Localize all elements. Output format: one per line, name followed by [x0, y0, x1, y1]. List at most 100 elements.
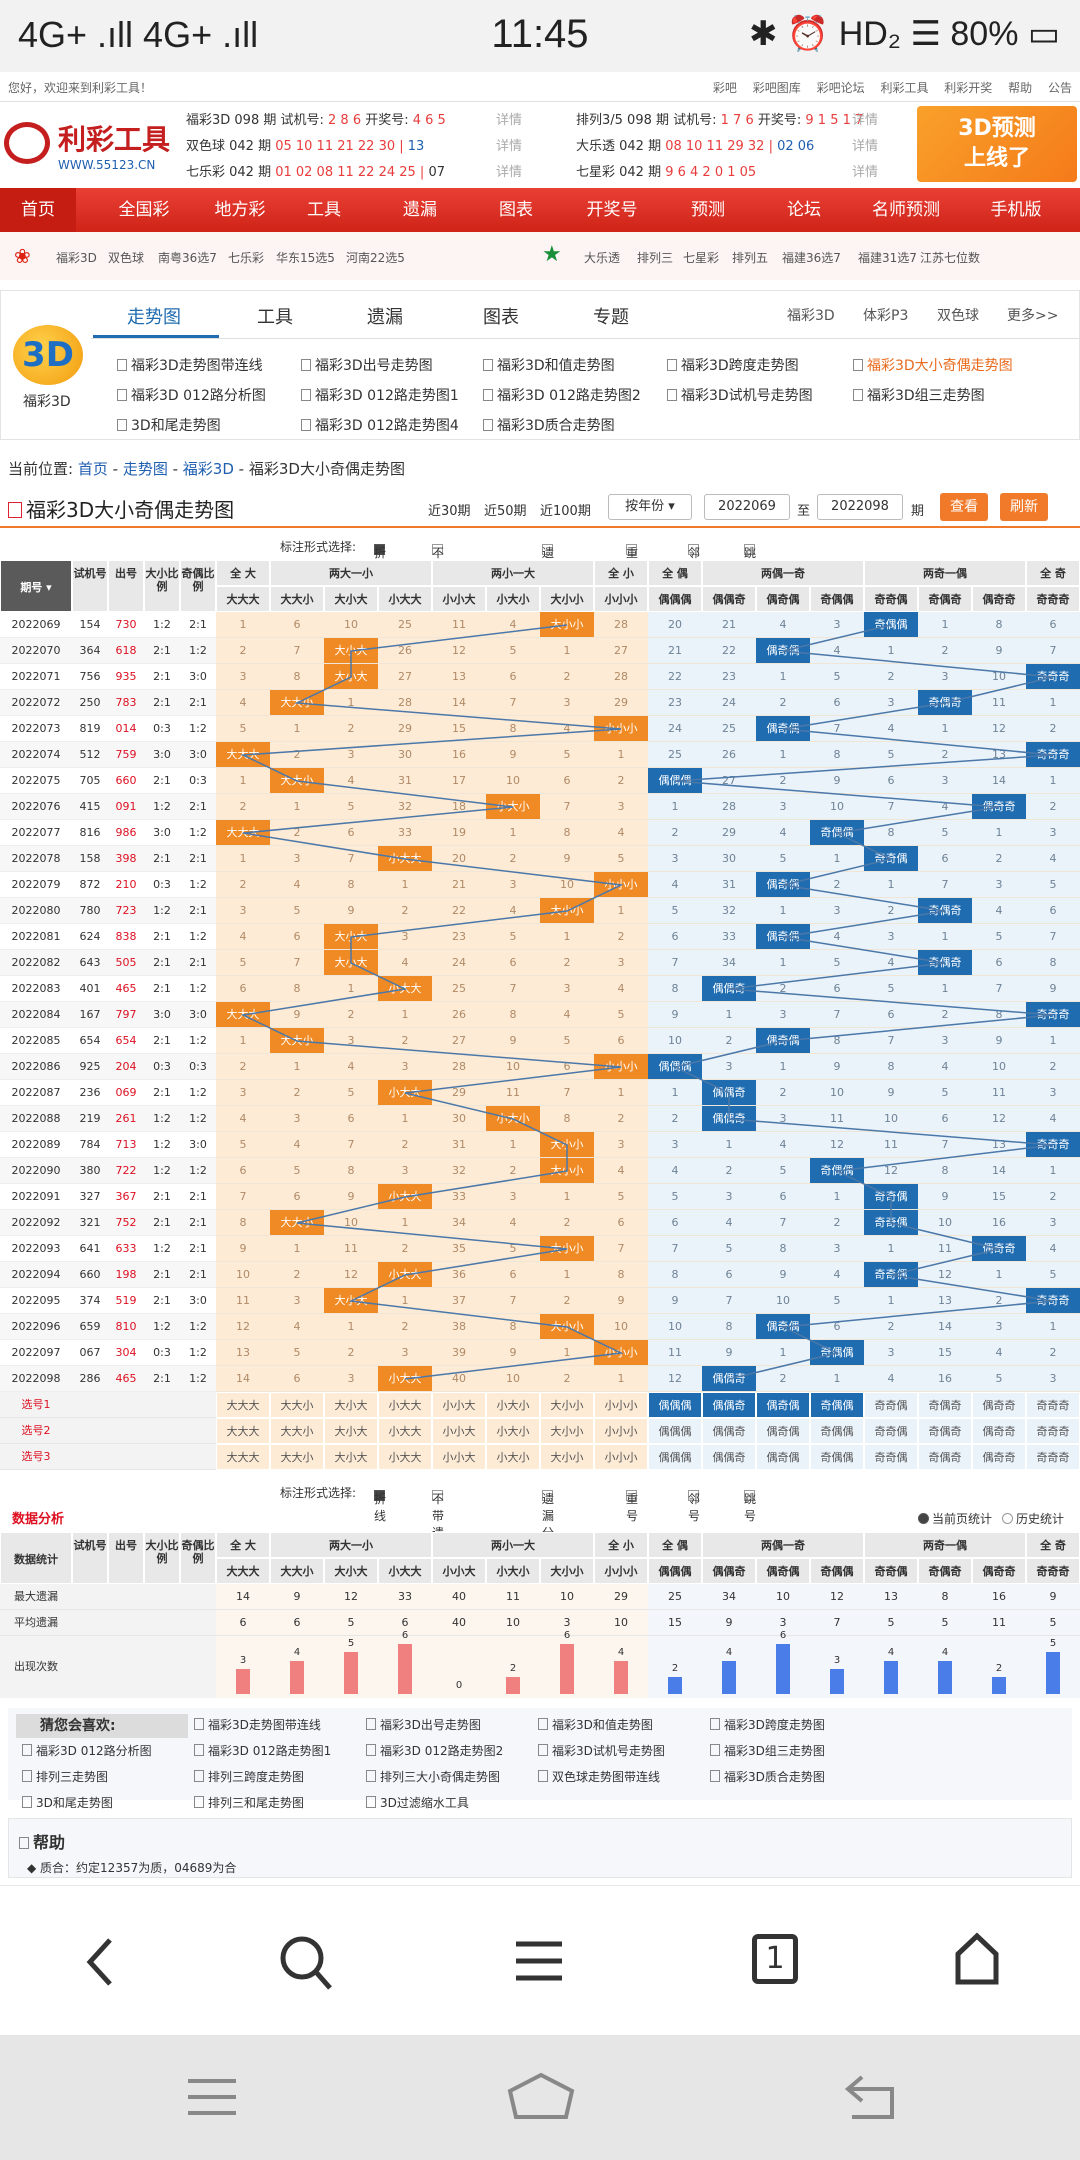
select-cell[interactable]: 偶奇奇: [972, 1418, 1026, 1444]
guess-link[interactable]: 福彩3D质合走势图: [710, 1768, 825, 1785]
select-cell[interactable]: 奇偶偶: [810, 1392, 864, 1418]
period-100[interactable]: 近100期: [540, 504, 591, 519]
top-link[interactable]: 公告: [1047, 81, 1072, 95]
select-cell[interactable]: 小小小: [594, 1418, 648, 1444]
select-cell[interactable]: 小小大: [432, 1392, 486, 1418]
draw-detail-link[interactable]: 详情: [852, 113, 879, 128]
draw-detail-link[interactable]: 详情: [852, 165, 879, 180]
back-nav-icon[interactable]: [842, 2073, 898, 2121]
nav-item[interactable]: 首页: [0, 188, 76, 232]
select-cell[interactable]: 大大大: [216, 1392, 270, 1418]
nav-item[interactable]: 地方彩: [214, 200, 266, 220]
trend-link[interactable]: 福彩3D走势图带连线: [117, 355, 263, 375]
select-cell[interactable]: 偶偶偶: [648, 1392, 702, 1418]
select-cell[interactable]: 小大大: [378, 1392, 432, 1418]
by-year-select[interactable]: 按年份 ▾: [608, 494, 692, 520]
select-cell[interactable]: 偶偶偶: [648, 1418, 702, 1444]
select-cell[interactable]: 奇奇偶: [864, 1392, 918, 1418]
select-cell[interactable]: 大小小: [540, 1392, 594, 1418]
guess-link[interactable]: 双色球走势图带连线: [538, 1768, 660, 1785]
lottery-link[interactable]: 华东15选5: [276, 251, 335, 265]
lottery-link[interactable]: 江苏七位数: [920, 251, 981, 265]
select-cell[interactable]: 奇偶偶: [810, 1444, 864, 1470]
select-cell[interactable]: 奇偶偶: [810, 1418, 864, 1444]
select-cell[interactable]: 小大小: [486, 1418, 540, 1444]
draw-detail-link[interactable]: 详情: [496, 139, 523, 154]
lottery-link[interactable]: 福建36选7: [782, 251, 841, 265]
lottery-link[interactable]: 河南22选5: [346, 251, 405, 265]
select-cell[interactable]: 偶奇偶: [756, 1418, 810, 1444]
select-cell[interactable]: 大小大: [324, 1418, 378, 1444]
subnav-right-link[interactable]: 双色球: [937, 308, 979, 324]
nav-item[interactable]: 预测: [691, 200, 725, 220]
home-nav-icon[interactable]: [506, 2071, 576, 2121]
trend-link[interactable]: 福彩3D跨度走势图: [667, 355, 799, 375]
radio-current-page[interactable]: 当前页统计: [918, 1510, 992, 1527]
guess-link[interactable]: 福彩3D跨度走势图: [710, 1716, 825, 1733]
view-button[interactable]: 查看: [940, 493, 988, 521]
select-cell[interactable]: 大小小: [540, 1444, 594, 1470]
select-cell[interactable]: 偶偶奇: [702, 1444, 756, 1470]
select-cell[interactable]: 奇偶奇: [918, 1392, 972, 1418]
home-icon[interactable]: [952, 1932, 1002, 1986]
nav-item[interactable]: 手机版: [990, 200, 1042, 220]
guess-link[interactable]: 排列三大小奇偶走势图: [366, 1768, 500, 1785]
guess-link[interactable]: 福彩3D和值走势图: [538, 1716, 653, 1733]
nav-item[interactable]: 论坛: [787, 200, 821, 220]
select-cell[interactable]: 小大小: [486, 1392, 540, 1418]
select-cell[interactable]: 奇奇偶: [864, 1444, 918, 1470]
guess-link[interactable]: 3D过滤缩水工具: [366, 1794, 469, 1811]
select-cell[interactable]: 偶奇奇: [972, 1444, 1026, 1470]
search-icon[interactable]: [278, 1932, 334, 1992]
back-icon[interactable]: [80, 1934, 120, 1990]
menu-icon[interactable]: [514, 1938, 564, 1984]
trend-link[interactable]: 福彩3D 012路走势图1: [301, 385, 459, 405]
select-cell[interactable]: 偶偶偶: [648, 1444, 702, 1470]
lottery-link[interactable]: 福建31选7: [858, 251, 917, 265]
promo-banner[interactable]: 3D预测 上线了: [917, 106, 1077, 182]
site-logo[interactable]: 利彩工具 WWW.55123.CN: [4, 118, 174, 176]
guess-link[interactable]: 3D和尾走势图: [22, 1794, 113, 1811]
guess-link[interactable]: 福彩3D走势图带连线: [194, 1716, 321, 1733]
lottery-link[interactable]: 大乐透: [584, 251, 621, 265]
from-issue-input[interactable]: 2022069: [704, 494, 790, 520]
select-cell[interactable]: 大小大: [324, 1392, 378, 1418]
trend-link[interactable]: 福彩3D出号走势图: [301, 355, 433, 375]
trend-link[interactable]: 福彩3D组三走势图: [853, 385, 985, 405]
select-cell[interactable]: 偶偶奇: [702, 1418, 756, 1444]
select-cell[interactable]: 大大大: [216, 1418, 270, 1444]
breadcrumb-fc3d[interactable]: 福彩3D: [182, 460, 234, 478]
trend-link[interactable]: 福彩3D质合走势图: [483, 415, 615, 435]
guess-link[interactable]: 福彩3D试机号走势图: [538, 1742, 665, 1759]
nav-item[interactable]: 工具: [307, 200, 341, 220]
lottery-link[interactable]: 七星彩: [683, 251, 720, 265]
select-cell[interactable]: 奇偶奇: [918, 1444, 972, 1470]
top-link[interactable]: 利彩开奖: [944, 81, 993, 95]
top-link[interactable]: 彩吧论坛: [816, 81, 865, 95]
lottery-link[interactable]: 排列三: [637, 251, 674, 265]
select-cell[interactable]: 大大大: [216, 1444, 270, 1470]
lottery-link[interactable]: 双色球: [108, 251, 145, 265]
select-cell[interactable]: 奇奇奇: [1026, 1392, 1080, 1418]
select-cell[interactable]: 小小大: [432, 1418, 486, 1444]
guess-link[interactable]: 福彩3D 012路走势图2: [366, 1742, 503, 1759]
top-link[interactable]: 彩吧图库: [752, 81, 801, 95]
select-cell[interactable]: 奇奇奇: [1026, 1418, 1080, 1444]
select-cell[interactable]: 偶奇偶: [756, 1392, 810, 1418]
top-link[interactable]: 利彩工具: [880, 81, 929, 95]
guess-link[interactable]: 福彩3D 012路走势图1: [194, 1742, 331, 1759]
nav-item[interactable]: 图表: [499, 200, 533, 220]
trend-link[interactable]: 3D和尾走势图: [117, 415, 221, 435]
trend-link[interactable]: 福彩3D 012路走势图2: [483, 385, 641, 405]
select-cell[interactable]: 偶偶奇: [702, 1392, 756, 1418]
select-cell[interactable]: 大大小: [270, 1444, 324, 1470]
lottery-link[interactable]: 七乐彩: [228, 251, 265, 265]
subnav-tab[interactable]: 工具: [257, 307, 293, 328]
subnav-right-link[interactable]: 更多>>: [1007, 308, 1059, 324]
tabs-count-icon[interactable]: 1: [752, 1934, 798, 1984]
trend-link[interactable]: 福彩3D和值走势图: [483, 355, 615, 375]
select-cell[interactable]: 大小大: [324, 1444, 378, 1470]
nav-item[interactable]: 遗漏: [403, 200, 437, 220]
select-cell[interactable]: 大大小: [270, 1392, 324, 1418]
select-cell[interactable]: 大大小: [270, 1418, 324, 1444]
